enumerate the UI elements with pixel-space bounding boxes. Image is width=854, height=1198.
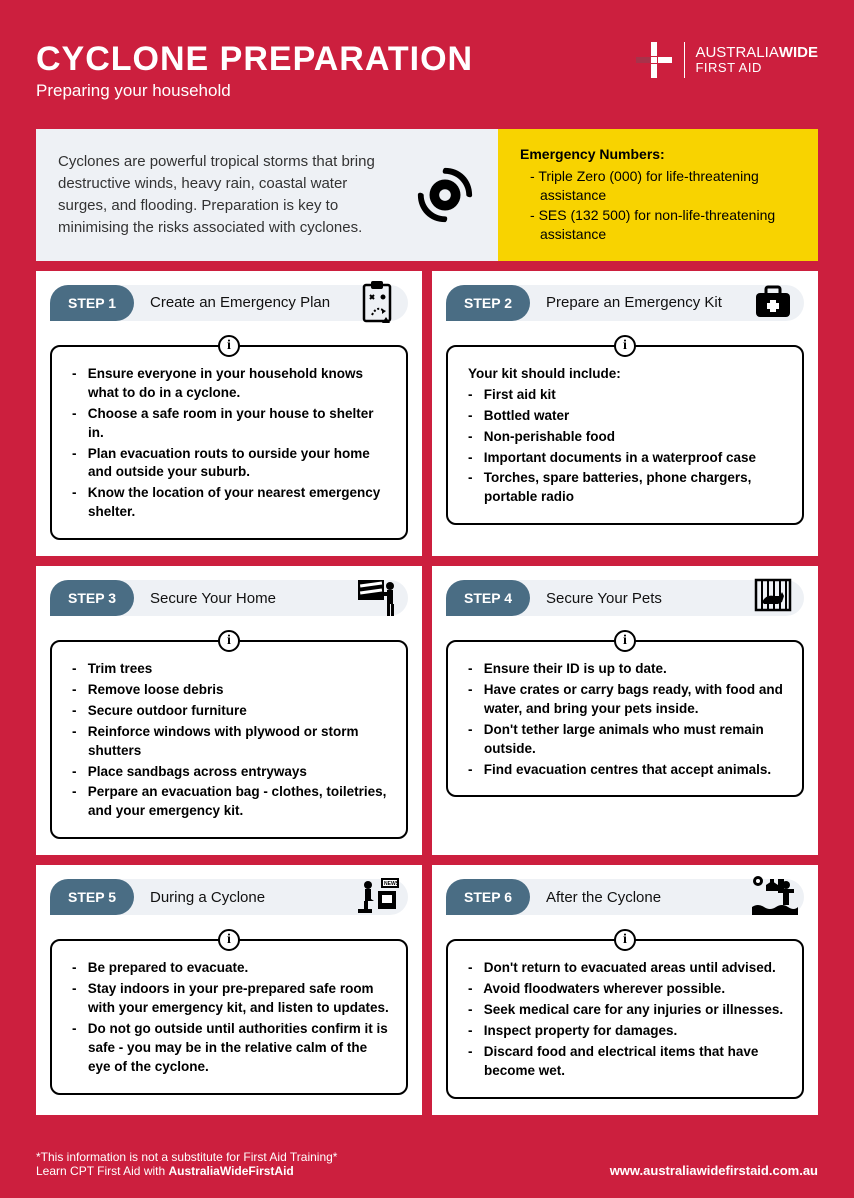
emergency-list: Triple Zero (000) for life-threatening a…	[520, 167, 800, 245]
step-bullet: Know the location of your nearest emerge…	[72, 484, 390, 522]
step-bullet: Ensure their ID is up to date.	[468, 660, 786, 679]
step-bullet: Remove loose debris	[72, 681, 390, 700]
step-bullet: Secure outdoor furniture	[72, 702, 390, 721]
step-badge: STEP 4	[446, 580, 530, 616]
step-card: STEP 4 Secure Your Pets i Ensure their I…	[432, 566, 818, 855]
step-content: Ensure their ID is up to date. Have crate…	[446, 640, 804, 797]
step-icon	[748, 572, 798, 622]
brand-logo: AUSTRALIAWIDE FIRST AID	[634, 40, 818, 80]
step-content: Ensure everyone in your household knows …	[50, 345, 408, 540]
step-bullet: Don't tether large animals who must rema…	[468, 721, 786, 759]
step-title: During a Cyclone	[134, 889, 265, 906]
step-icon: NEWS	[352, 871, 402, 921]
step-header: STEP 3 Secure Your Home	[50, 580, 408, 616]
disclaimer: *This information is not a substitute fo…	[36, 1150, 337, 1164]
step-bullet: Inspect property for damages.	[468, 1022, 786, 1041]
step-content: Don't return to evacuated areas until ad…	[446, 939, 804, 1098]
page-title: CYCLONE PREPARATION	[36, 40, 473, 79]
step-header: STEP 2 Prepare an Emergency Kit	[446, 285, 804, 321]
page-subtitle: Preparing your household	[36, 81, 473, 101]
step-icon	[748, 277, 798, 327]
step-bullet: Place sandbags across entryways	[72, 763, 390, 782]
step-badge: STEP 2	[446, 285, 530, 321]
step-intro: Your kit should include:	[468, 365, 786, 384]
emergency-item: Triple Zero (000) for life-threatening a…	[530, 167, 800, 206]
step-card: STEP 5 During a Cyclone NEWS i Be prepar…	[36, 865, 422, 1114]
step-header: STEP 5 During a Cyclone NEWS	[50, 879, 408, 915]
info-icon: i	[50, 335, 408, 357]
step-bullet: Plan evacuation routs to ourside your ho…	[72, 445, 390, 483]
emergency-box: Emergency Numbers: Triple Zero (000) for…	[498, 129, 818, 261]
step-bullet: Have crates or carry bags ready, with fo…	[468, 681, 786, 719]
step-badge: STEP 6	[446, 879, 530, 915]
info-icon: i	[50, 929, 408, 951]
step-bullet: Find evacuation centres that accept anim…	[468, 761, 786, 780]
step-card: STEP 6 After the Cyclone i Don't return …	[432, 865, 818, 1114]
step-title: Create an Emergency Plan	[134, 294, 330, 311]
step-bullet: Do not go outside until authorities conf…	[72, 1020, 390, 1077]
step-bullet: Ensure everyone in your household knows …	[72, 365, 390, 403]
footer-url: www.australiawidefirstaid.com.au	[610, 1163, 818, 1178]
info-icon: i	[446, 335, 804, 357]
step-bullet: Trim trees	[72, 660, 390, 679]
step-title: Secure Your Home	[134, 590, 276, 607]
step-bullet: Be prepared to evacuate.	[72, 959, 390, 978]
step-title: After the Cyclone	[530, 889, 661, 906]
step-bullet: Avoid floodwaters wherever possible.	[468, 980, 786, 999]
brand-name-3: FIRST AID	[695, 61, 818, 75]
step-header: STEP 4 Secure Your Pets	[446, 580, 804, 616]
step-badge: STEP 5	[50, 879, 134, 915]
learn-bold: AustraliaWideFirstAid	[169, 1164, 294, 1178]
step-bullet: Reinforce windows with plywood or storm …	[72, 723, 390, 761]
intro-box: Cyclones are powerful tropical storms th…	[36, 129, 498, 261]
step-bullet: Choose a safe room in your house to shel…	[72, 405, 390, 443]
brand-name-2: WIDE	[779, 44, 818, 61]
step-bullet: Bottled water	[468, 407, 786, 426]
svg-text:NEWS: NEWS	[384, 881, 400, 887]
step-bullet: Important documents in a waterproof case	[468, 449, 786, 468]
info-icon: i	[446, 929, 804, 951]
step-badge: STEP 3	[50, 580, 134, 616]
learn-text: Learn CPT First Aid with	[36, 1164, 169, 1178]
emergency-title: Emergency Numbers:	[520, 145, 800, 165]
step-content: Your kit should include: First aid kit Bo…	[446, 345, 804, 525]
step-bullet: First aid kit	[468, 386, 786, 405]
step-content: Trim trees Remove loose debris Secure outd…	[50, 640, 408, 839]
brand-name-1: AUSTRALIA	[695, 44, 778, 61]
step-title: Prepare an Emergency Kit	[530, 294, 722, 311]
step-bullet: Torches, spare batteries, phone chargers…	[468, 469, 786, 507]
step-bullet: Discard food and electrical items that h…	[468, 1043, 786, 1081]
emergency-item: SES (132 500) for non-life-threatening a…	[530, 206, 800, 245]
step-header: STEP 6 After the Cyclone	[446, 879, 804, 915]
header: CYCLONE PREPARATION Preparing your house…	[36, 40, 818, 101]
info-icon: i	[446, 630, 804, 652]
step-icon	[352, 277, 402, 327]
footer: *This information is not a substitute fo…	[36, 1150, 818, 1178]
info-icon: i	[50, 630, 408, 652]
intro-text: Cyclones are powerful tropical storms th…	[58, 151, 394, 238]
step-bullet: Don't return to evacuated areas until ad…	[468, 959, 786, 978]
step-bullet: Seek medical care for any injuries or il…	[468, 1001, 786, 1020]
step-card: STEP 1 Create an Emergency Plan i Ensure…	[36, 271, 422, 556]
cyclone-icon	[414, 164, 476, 226]
step-content: Be prepared to evacuate. Stay indoors in …	[50, 939, 408, 1094]
step-icon	[748, 871, 798, 921]
step-title: Secure Your Pets	[530, 590, 662, 607]
step-icon	[352, 572, 402, 622]
step-bullet: Perpare an evacuation bag - clothes, toi…	[72, 783, 390, 821]
step-card: STEP 2 Prepare an Emergency Kit i Your k…	[432, 271, 818, 556]
step-bullet: Stay indoors in your pre-prepared safe r…	[72, 980, 390, 1018]
step-header: STEP 1 Create an Emergency Plan	[50, 285, 408, 321]
step-badge: STEP 1	[50, 285, 134, 321]
step-card: STEP 3 Secure Your Home i Trim trees Remo…	[36, 566, 422, 855]
step-bullet: Non-perishable food	[468, 428, 786, 447]
cross-icon	[634, 40, 674, 80]
